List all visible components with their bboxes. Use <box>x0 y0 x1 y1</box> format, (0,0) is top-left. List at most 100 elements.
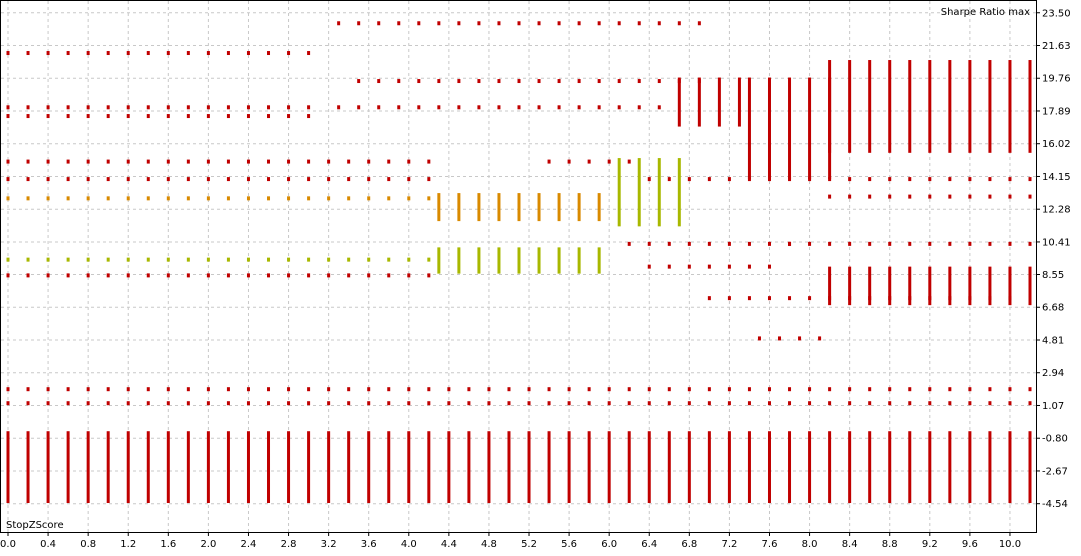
data-point <box>347 401 351 406</box>
data-point <box>577 105 581 110</box>
data-point <box>407 257 411 262</box>
data-point <box>868 401 872 406</box>
data-point <box>477 105 481 110</box>
data-point <box>788 241 792 246</box>
data-point <box>647 241 651 246</box>
data-point <box>707 177 711 182</box>
data-point <box>677 21 681 26</box>
data-point <box>126 273 130 278</box>
data-point <box>357 105 361 110</box>
data-point <box>307 114 311 119</box>
data-point <box>66 257 70 262</box>
data-point <box>567 387 571 392</box>
data-point <box>186 387 190 392</box>
data-point <box>66 51 70 56</box>
data-point <box>1028 401 1032 406</box>
data-point <box>246 196 250 201</box>
data-point <box>888 401 892 406</box>
data-point <box>477 79 481 84</box>
x-tick-label: 5.6 <box>561 539 577 550</box>
data-point <box>377 79 381 84</box>
data-point <box>226 387 230 392</box>
data-point <box>46 177 50 182</box>
data-point <box>287 387 291 392</box>
y-tick-label: 1.07 <box>1042 401 1064 412</box>
data-point <box>557 105 561 110</box>
y-tick-label: 2.94 <box>1042 368 1064 379</box>
data-point <box>146 177 150 182</box>
data-point <box>1008 194 1012 199</box>
data-point <box>1028 387 1032 392</box>
data-point <box>106 257 110 262</box>
data-point <box>267 177 271 182</box>
data-point-streak <box>888 60 892 153</box>
data-point-streak <box>86 431 90 503</box>
data-point <box>287 257 291 262</box>
data-point <box>26 257 30 262</box>
data-point <box>908 177 912 182</box>
data-point <box>347 387 351 392</box>
data-point <box>367 177 371 182</box>
data-point <box>888 194 892 199</box>
data-point <box>166 177 170 182</box>
data-point-streak <box>868 60 872 153</box>
data-point <box>206 51 210 56</box>
x-tick-label: 5.2 <box>521 539 537 550</box>
data-point <box>6 387 10 392</box>
data-point <box>26 114 30 119</box>
data-point <box>988 401 992 406</box>
data-point <box>166 51 170 56</box>
data-point <box>166 105 170 110</box>
data-point <box>427 159 431 164</box>
grid-layer <box>1 1 1036 532</box>
data-point <box>166 196 170 201</box>
data-point <box>387 257 391 262</box>
data-point <box>46 105 50 110</box>
data-point <box>186 401 190 406</box>
data-point <box>437 21 441 26</box>
data-point <box>617 79 621 84</box>
data-point <box>307 105 311 110</box>
data-point <box>437 79 441 84</box>
x-tick-label: 8.0 <box>802 539 818 550</box>
data-point <box>146 51 150 56</box>
data-point <box>427 196 431 201</box>
data-point <box>1008 177 1012 182</box>
data-point-streak <box>6 431 10 503</box>
y-tick-label: 17.89 <box>1042 106 1071 117</box>
data-point <box>267 159 271 164</box>
x-tick-label: 3.6 <box>361 539 377 550</box>
data-point <box>357 79 361 84</box>
y-tick-label: 23.50 <box>1042 8 1071 19</box>
data-point <box>6 257 10 262</box>
marks-layer <box>6 21 1032 503</box>
data-point-streak <box>287 431 291 503</box>
data-point <box>517 79 521 84</box>
data-point <box>727 387 731 392</box>
data-point-streak <box>226 431 230 503</box>
data-point <box>287 273 291 278</box>
data-point-streak <box>687 431 691 503</box>
data-point <box>166 273 170 278</box>
data-point <box>407 159 411 164</box>
data-point <box>407 177 411 182</box>
data-point <box>377 105 381 110</box>
data-point <box>246 51 250 56</box>
data-point <box>267 387 271 392</box>
data-point <box>747 241 751 246</box>
data-point <box>617 105 621 110</box>
data-point-streak <box>587 431 591 503</box>
data-point <box>417 79 421 84</box>
data-point-streak <box>206 431 210 503</box>
data-point <box>146 401 150 406</box>
data-point <box>557 21 561 26</box>
data-point <box>457 21 461 26</box>
data-point <box>908 194 912 199</box>
data-point <box>6 51 10 56</box>
data-point-streak <box>537 193 541 222</box>
data-point <box>86 51 90 56</box>
data-point <box>637 21 641 26</box>
data-point <box>597 105 601 110</box>
data-point <box>6 105 10 110</box>
